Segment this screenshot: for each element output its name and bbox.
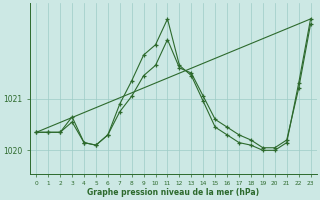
X-axis label: Graphe pression niveau de la mer (hPa): Graphe pression niveau de la mer (hPa)	[87, 188, 260, 197]
